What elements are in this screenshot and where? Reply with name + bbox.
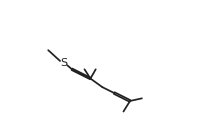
Text: S: S bbox=[60, 58, 68, 68]
